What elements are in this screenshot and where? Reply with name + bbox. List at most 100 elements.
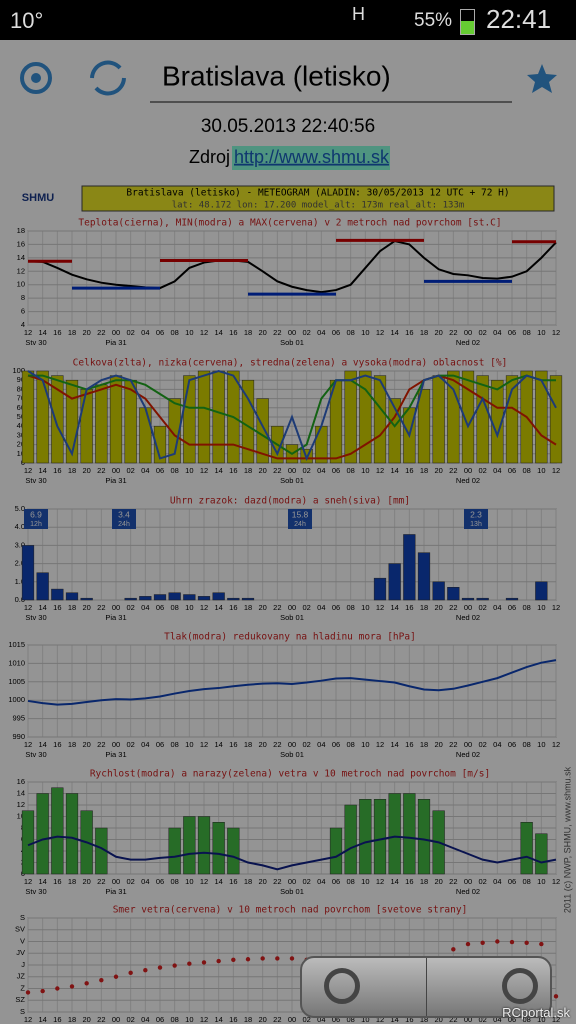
x-tick-label: 12: [552, 740, 560, 749]
x-tick-label: 08: [170, 466, 178, 475]
bar: [153, 425, 167, 464]
x-tick-label: 08: [346, 740, 354, 749]
day-label: Ned 02: [456, 476, 480, 485]
refresh-button[interactable]: [90, 60, 126, 96]
x-tick-label: 10: [361, 328, 369, 337]
x-tick-label: 14: [38, 1015, 46, 1024]
locate-button[interactable]: [20, 62, 52, 94]
x-tick-label: 06: [508, 603, 516, 612]
bar: [403, 793, 416, 875]
x-tick-label: 10: [361, 466, 369, 475]
bar: [212, 822, 225, 875]
x-tick-label: 12: [200, 328, 208, 337]
x-tick-label: 00: [464, 1015, 472, 1024]
x-tick-label: 04: [317, 740, 325, 749]
point: [245, 957, 251, 962]
x-tick-label: 12: [24, 877, 32, 886]
x-tick-label: 12: [200, 877, 208, 886]
source-link[interactable]: http://www.shmu.sk: [234, 147, 390, 167]
x-tick-label: 14: [38, 877, 46, 886]
x-tick-label: 06: [508, 740, 516, 749]
bar: [227, 597, 240, 601]
x-tick-label: 02: [302, 328, 310, 337]
x-tick-label: 22: [273, 328, 281, 337]
x-tick-label: 18: [244, 328, 252, 337]
series-line: [27, 369, 557, 462]
y-tick-label: S: [20, 913, 25, 922]
bar: [95, 384, 108, 464]
bar: [373, 799, 387, 875]
header-box: [81, 185, 555, 212]
bar: [476, 375, 489, 464]
x-tick-label: 12: [24, 603, 32, 612]
x-tick-label: 20: [82, 466, 90, 475]
x-tick-label: 16: [405, 466, 413, 475]
copyright: 2011 (c) NWP, SHMU, www.shmu.sk: [562, 766, 572, 913]
x-tick-label: 04: [493, 466, 501, 475]
bar: [168, 398, 181, 464]
bar: [549, 375, 563, 464]
network: H: [352, 4, 365, 24]
bar: [505, 597, 519, 601]
x-tick-label: 12: [376, 603, 384, 612]
x-tick-label: 14: [214, 603, 222, 612]
x-tick-label: 18: [420, 740, 428, 749]
x-tick-label: 04: [493, 740, 501, 749]
y-tick-label: 14: [17, 788, 25, 797]
day-label: Sob 01: [280, 338, 304, 347]
bar: [535, 370, 548, 464]
x-tick-label: 00: [112, 1015, 120, 1024]
day-label: Stv 30: [25, 750, 46, 759]
bar: [432, 375, 445, 464]
y-tick-label: 995: [12, 714, 25, 723]
x-tick-label: 22: [273, 877, 281, 886]
bar: [212, 370, 225, 464]
x-tick-label: 18: [244, 740, 252, 749]
x-tick-label: 04: [141, 603, 149, 612]
series-line: [27, 835, 557, 871]
bar: [417, 799, 431, 875]
day-label: Pia 31: [105, 476, 126, 485]
y-tick-label: 80: [17, 384, 25, 393]
x-tick-label: 16: [405, 328, 413, 337]
x-tick-label: 00: [288, 877, 296, 886]
x-tick-label: 02: [478, 1015, 486, 1024]
bar: [359, 370, 372, 464]
bar: [417, 389, 431, 464]
x-tick-label: 22: [449, 466, 457, 475]
x-tick-label: 20: [434, 603, 442, 612]
x-tick-label: 04: [317, 603, 325, 612]
x-tick-label: 08: [522, 328, 530, 337]
x-tick-label: 14: [38, 603, 46, 612]
x-tick-label: 12: [200, 603, 208, 612]
zoom-in[interactable]: [426, 958, 550, 1016]
bar: [461, 597, 475, 601]
x-tick-label: 02: [478, 328, 486, 337]
x-tick-label: 02: [478, 740, 486, 749]
bar: [227, 827, 240, 875]
day-label: Sob 01: [280, 613, 304, 622]
x-tick-label: 18: [244, 603, 252, 612]
chart-title: Tlak(modra) redukovany na hladinu mora […: [164, 632, 416, 643]
x-tick-label: 16: [229, 466, 237, 475]
bar: [447, 370, 460, 464]
x-tick-label: 00: [464, 740, 472, 749]
precip-total: 15.8: [292, 509, 309, 519]
day-label: Sob 01: [280, 887, 304, 896]
x-tick-label: 22: [97, 1015, 105, 1024]
precip-box: [464, 509, 488, 529]
y-tick-label: 10: [17, 449, 25, 458]
x-tick-label: 20: [258, 328, 266, 337]
x-tick-label: 16: [53, 603, 61, 612]
x-tick-label: 02: [478, 877, 486, 886]
series-line: [27, 239, 557, 294]
zoom-out[interactable]: [302, 958, 427, 1016]
x-tick-label: 10: [537, 1015, 545, 1024]
favorite-button[interactable]: [527, 64, 557, 93]
y-tick-label: 0.0: [15, 595, 25, 604]
x-tick-label: 04: [493, 1015, 501, 1024]
x-tick-label: 14: [214, 877, 222, 886]
bar: [197, 816, 211, 875]
x-tick-label: 12: [552, 466, 560, 475]
point: [201, 960, 207, 965]
